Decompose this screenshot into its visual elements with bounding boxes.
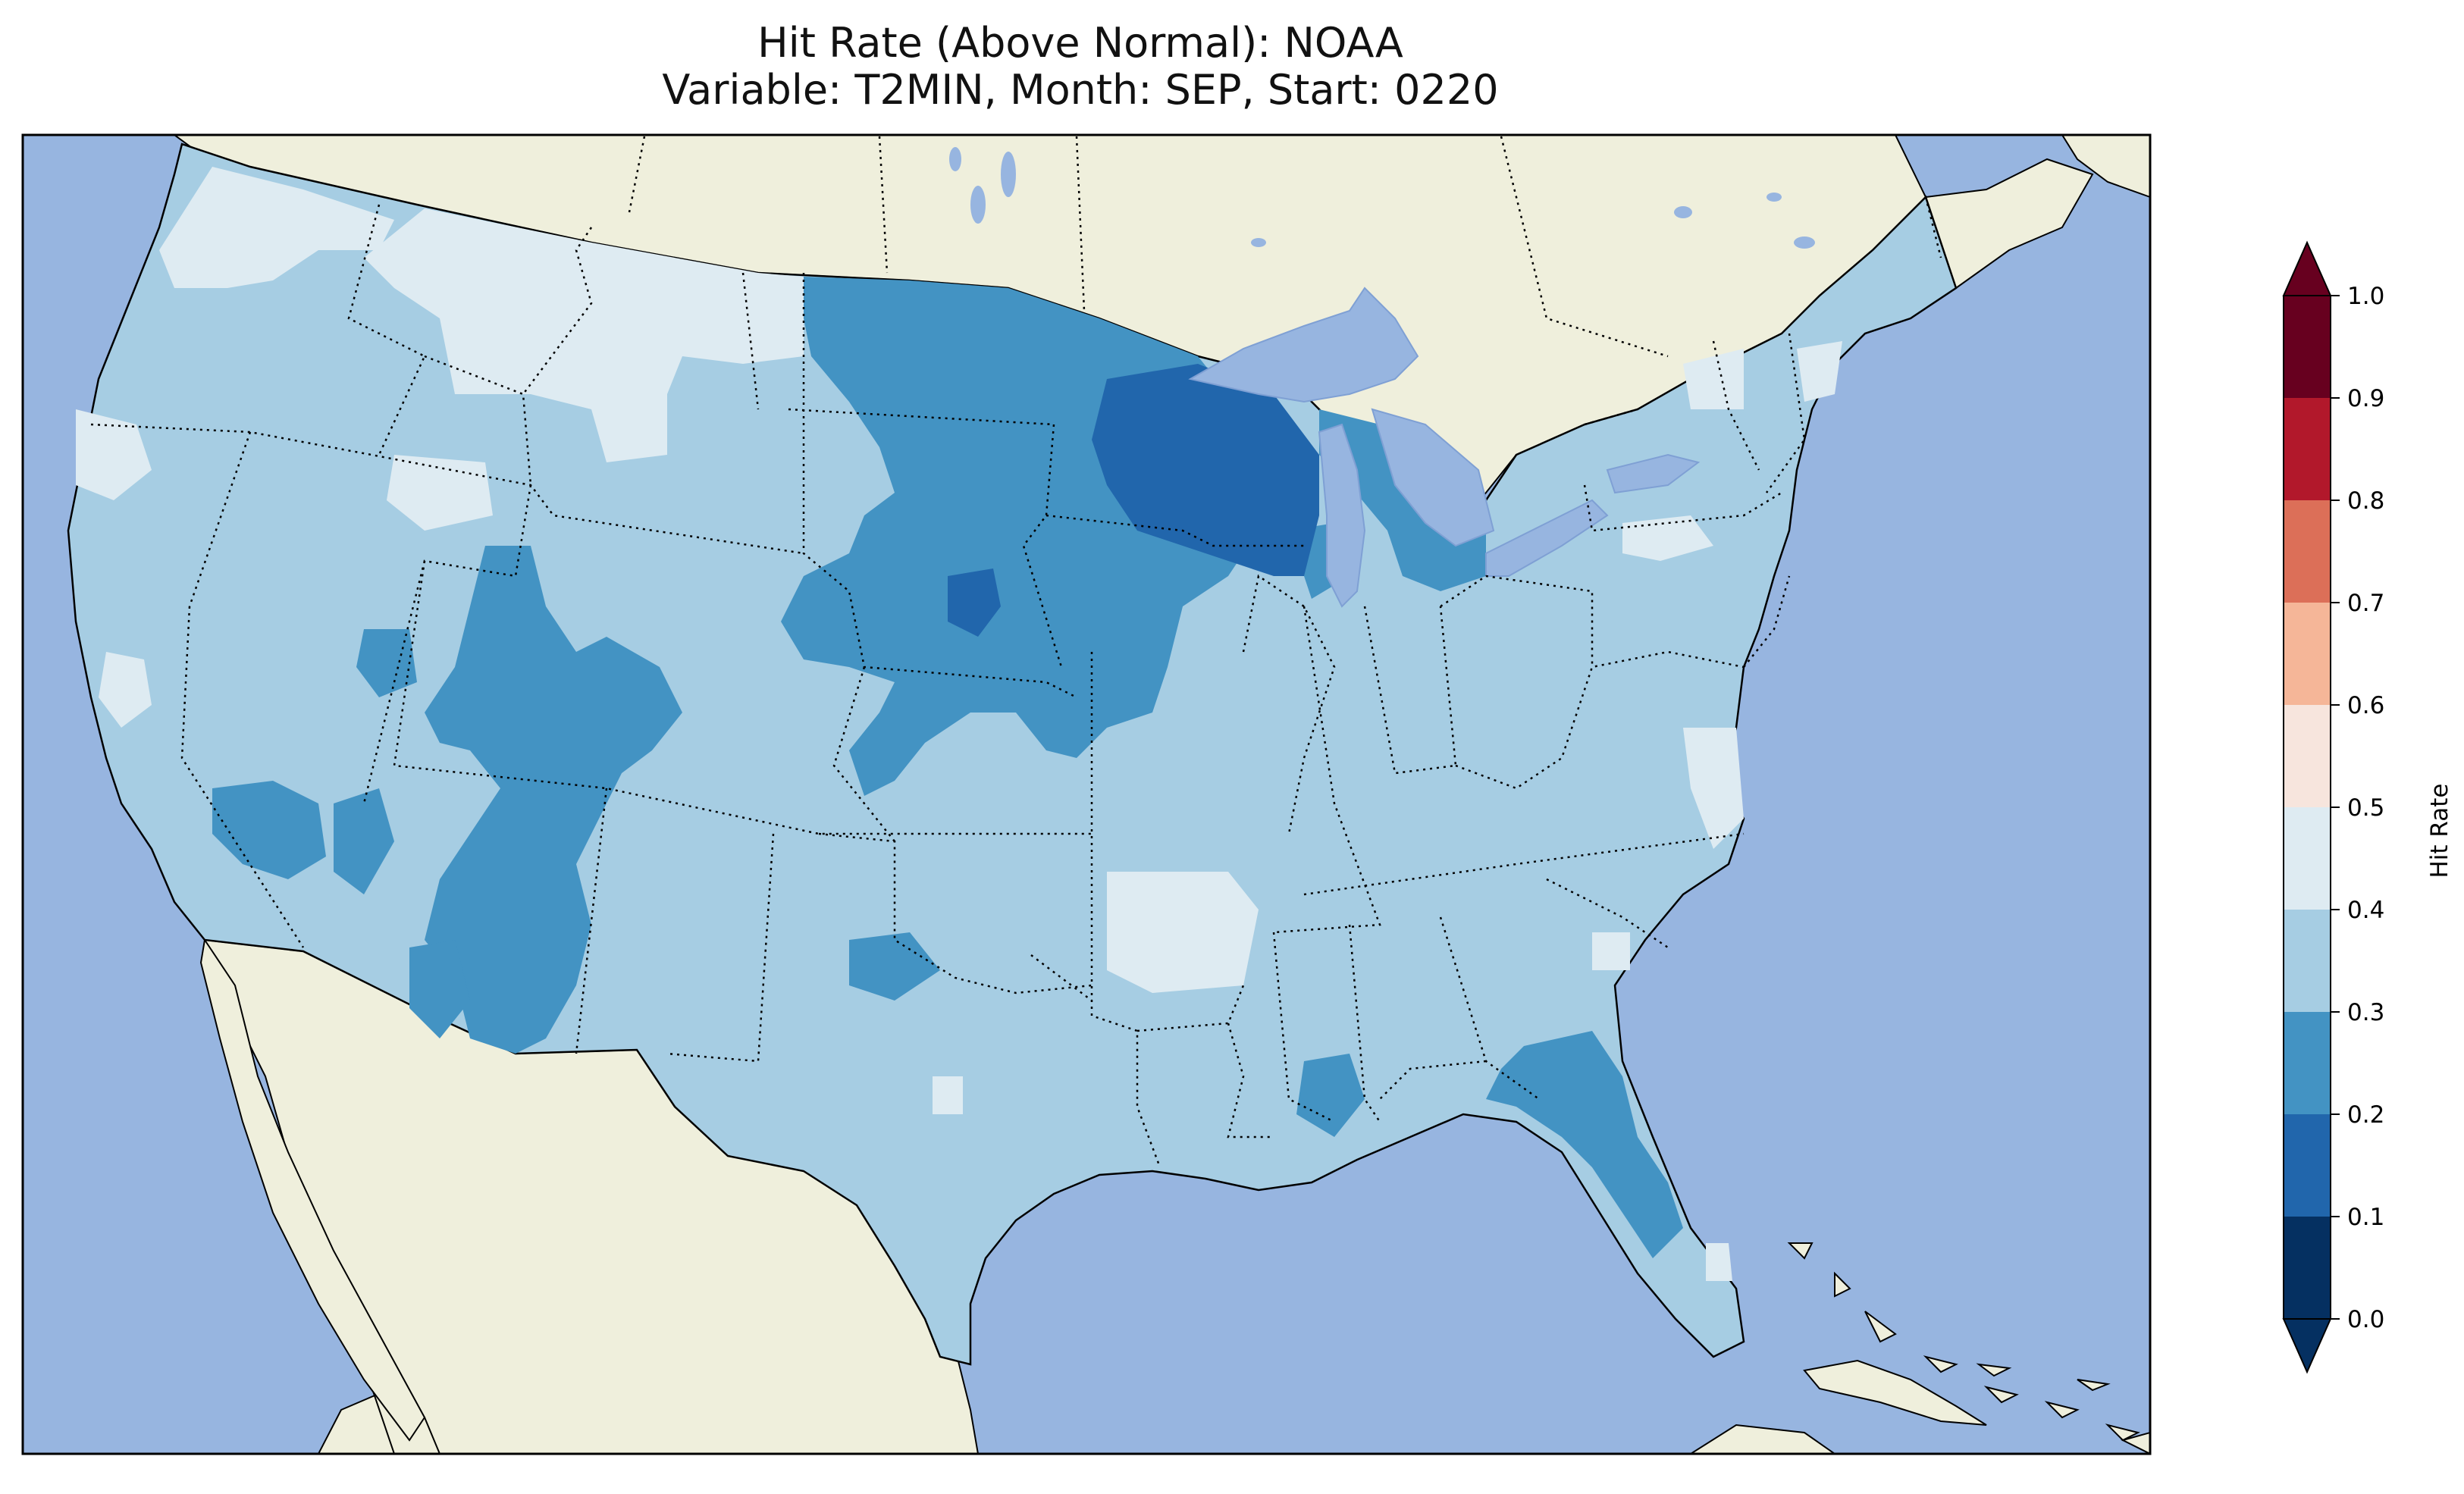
usa-land-0-3 xyxy=(67,143,1958,1366)
colorbar-segment xyxy=(2284,1114,2331,1217)
colorbar-segment xyxy=(2284,398,2331,500)
lake-superior xyxy=(1188,287,1419,403)
colorbar-tick-label: 0.5 xyxy=(2347,794,2384,822)
lake-huron xyxy=(1371,408,1495,547)
colorbar-tick-label: 0.7 xyxy=(2347,590,2384,617)
colorbar-segment xyxy=(2284,603,2331,705)
colorbar-tick-label: 0.9 xyxy=(2347,385,2384,412)
colorbar-segment xyxy=(2284,296,2331,398)
lake-ontario xyxy=(1606,453,1701,494)
colorbar-tick-label: 0.8 xyxy=(2347,487,2384,515)
colorbar-extend-min xyxy=(2282,1318,2332,1374)
lake-michigan xyxy=(1318,423,1366,608)
colorbar-tick-label: 0.3 xyxy=(2347,999,2384,1026)
title-line-2: Variable: T2MIN, Month: SEP, Start: 0220 xyxy=(662,66,1499,114)
colorbar-tick-label: 0.6 xyxy=(2347,692,2384,719)
colorbar-segment xyxy=(2284,705,2331,807)
newfoundland-land xyxy=(2061,135,2150,199)
colorbar-tick-label: 0.0 xyxy=(2347,1306,2384,1333)
colorbar-extend-max xyxy=(2282,240,2332,296)
colorbar-segment xyxy=(2284,1012,2331,1114)
map-frame xyxy=(21,133,2152,1455)
colorbar-tick-label: 0.1 xyxy=(2347,1204,2384,1231)
great-lakes xyxy=(1188,287,1701,608)
colorbar-tick-label: 0.2 xyxy=(2347,1101,2384,1129)
canada-lakes xyxy=(949,147,1815,249)
colorbar-segment xyxy=(2284,500,2331,603)
colorbar-tick-label: 1.0 xyxy=(2347,283,2384,310)
colorbar-label: Hit Rate xyxy=(2426,783,2453,878)
small-islands xyxy=(1787,1242,2150,1454)
dark-patches-0-1 xyxy=(948,364,1319,637)
baja-land xyxy=(199,938,426,1442)
colorbar-segment xyxy=(2284,807,2331,910)
light-patches-0-4 xyxy=(76,167,1842,1281)
lake-erie xyxy=(1485,499,1609,577)
state-borders xyxy=(90,204,1806,1168)
country-borders xyxy=(628,136,1942,426)
cuba-land xyxy=(1803,1359,1987,1426)
yucatan-land xyxy=(1689,1424,1836,1454)
chart-title: Hit Rate (Above Normal): NOAA Variable: … xyxy=(0,20,2161,114)
colorbar-segment xyxy=(2284,1217,2331,1319)
colorbar-segment xyxy=(2284,910,2331,1012)
colorbar-tick-label: 0.4 xyxy=(2347,897,2384,924)
title-line-1: Hit Rate (Above Normal): NOAA xyxy=(757,19,1403,67)
